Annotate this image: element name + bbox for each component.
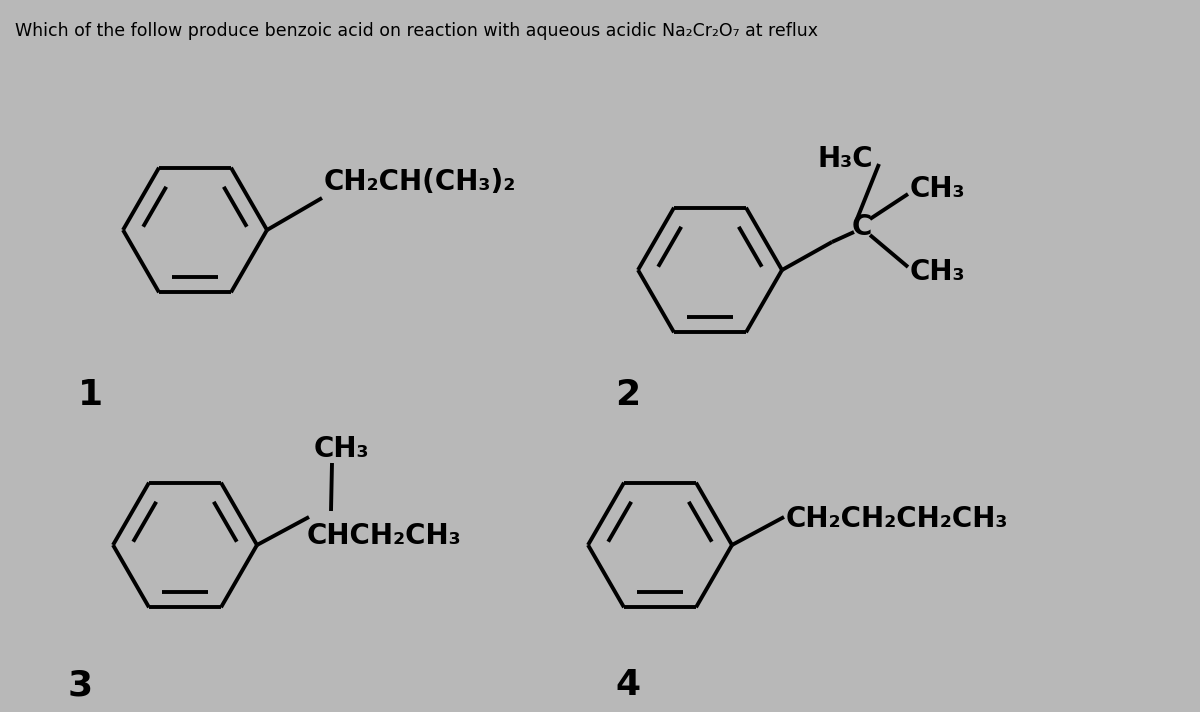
- Text: 3: 3: [68, 668, 94, 702]
- Text: C: C: [852, 213, 872, 241]
- Text: 1: 1: [78, 378, 103, 412]
- Text: CH₂CH(CH₃)₂: CH₂CH(CH₃)₂: [324, 168, 516, 196]
- Text: 4: 4: [616, 668, 640, 702]
- Text: CH₂CH₂CH₂CH₃: CH₂CH₂CH₂CH₃: [786, 505, 1008, 533]
- Text: CH₃: CH₃: [910, 258, 966, 286]
- Text: Which of the follow produce benzoic acid on reaction with aqueous acidic Na₂Cr₂O: Which of the follow produce benzoic acid…: [14, 22, 818, 40]
- Text: H₃C: H₃C: [817, 145, 872, 173]
- Text: CH₃: CH₃: [314, 435, 370, 463]
- Text: 2: 2: [616, 378, 640, 412]
- Text: CHCH₂CH₃: CHCH₂CH₃: [307, 522, 462, 550]
- Text: CH₃: CH₃: [910, 175, 966, 203]
